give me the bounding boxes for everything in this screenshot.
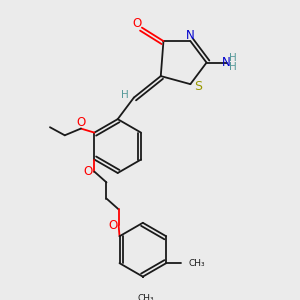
Text: H: H <box>229 53 236 63</box>
Text: O: O <box>76 116 86 129</box>
Text: O: O <box>84 165 93 178</box>
Text: N: N <box>186 29 195 42</box>
Text: CH₃: CH₃ <box>188 259 205 268</box>
Text: H: H <box>229 62 236 73</box>
Text: O: O <box>108 219 117 232</box>
Text: CH₃: CH₃ <box>137 294 154 300</box>
Text: O: O <box>133 17 142 30</box>
Text: H: H <box>121 90 128 100</box>
Text: N: N <box>222 56 231 69</box>
Text: S: S <box>194 80 202 93</box>
